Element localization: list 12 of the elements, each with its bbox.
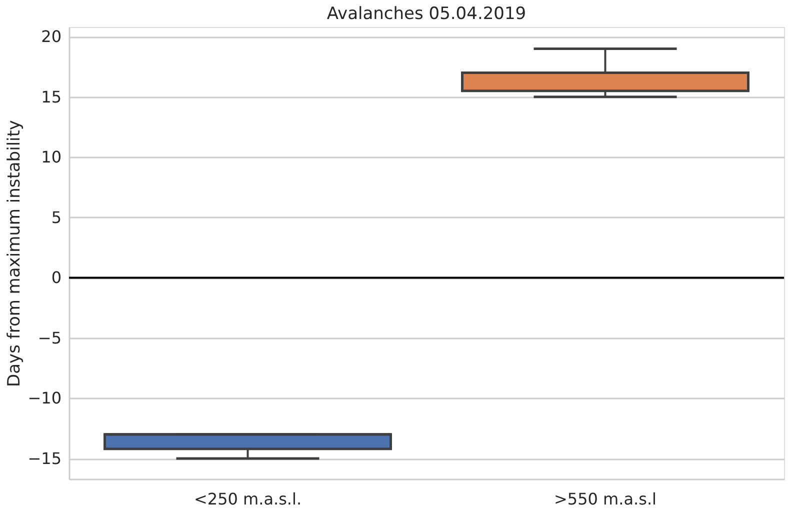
x-tick-label: <250 m.a.s.l.	[194, 490, 302, 508]
y-tick-label: 15	[41, 87, 62, 106]
y-tick-label: −10	[28, 388, 62, 408]
y-tick-label: −15	[28, 449, 62, 468]
y-tick-label: 20	[41, 27, 62, 46]
y-tick-label: 5	[51, 208, 62, 227]
y-tick-label: 10	[41, 148, 62, 167]
x-tick-label: >550 m.a.s.l	[554, 490, 656, 508]
y-axis-title: Days from maximum instability	[4, 120, 25, 387]
y-tick-label: 0	[51, 268, 62, 288]
chart-title: Avalanches 05.04.2019	[326, 4, 526, 24]
y-tick-label: −5	[38, 328, 62, 348]
